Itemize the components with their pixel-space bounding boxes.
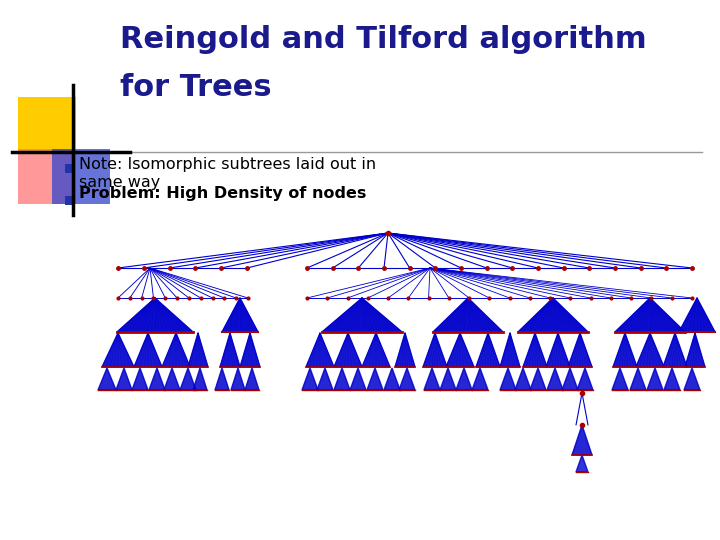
- Polygon shape: [433, 298, 503, 332]
- Polygon shape: [647, 368, 663, 390]
- Polygon shape: [334, 333, 362, 367]
- Polygon shape: [572, 425, 592, 455]
- Polygon shape: [149, 368, 165, 390]
- Polygon shape: [530, 368, 546, 390]
- Polygon shape: [367, 368, 383, 390]
- Text: for Trees: for Trees: [120, 73, 271, 102]
- Bar: [18, 149, 76, 204]
- Polygon shape: [613, 333, 637, 367]
- Polygon shape: [547, 368, 563, 390]
- Text: Note: Isomorphic subtrees laid out in: Note: Isomorphic subtrees laid out in: [79, 157, 376, 172]
- Polygon shape: [220, 333, 240, 367]
- Polygon shape: [240, 333, 260, 367]
- Polygon shape: [636, 333, 664, 367]
- Polygon shape: [456, 368, 472, 390]
- Polygon shape: [500, 368, 516, 390]
- Text: Reingold and Tilford algorithm: Reingold and Tilford algorithm: [120, 25, 647, 54]
- Polygon shape: [317, 368, 333, 390]
- Polygon shape: [116, 368, 132, 390]
- Polygon shape: [350, 368, 366, 390]
- Polygon shape: [630, 368, 646, 390]
- Polygon shape: [222, 298, 258, 332]
- Polygon shape: [476, 333, 500, 367]
- Polygon shape: [162, 333, 190, 367]
- Polygon shape: [362, 333, 390, 367]
- Bar: [18, 97, 76, 152]
- Polygon shape: [215, 368, 229, 390]
- Polygon shape: [98, 368, 116, 390]
- Polygon shape: [231, 368, 245, 390]
- Polygon shape: [472, 368, 488, 390]
- Polygon shape: [518, 298, 588, 332]
- Polygon shape: [576, 455, 588, 472]
- Polygon shape: [446, 333, 474, 367]
- Polygon shape: [164, 368, 180, 390]
- Polygon shape: [515, 368, 531, 390]
- Polygon shape: [180, 368, 196, 390]
- Polygon shape: [568, 333, 592, 367]
- Polygon shape: [384, 368, 400, 390]
- Polygon shape: [500, 333, 520, 367]
- Polygon shape: [132, 368, 148, 390]
- Bar: [52, 149, 110, 204]
- Polygon shape: [663, 333, 687, 367]
- Bar: [65, 164, 74, 173]
- Polygon shape: [523, 333, 547, 367]
- Polygon shape: [322, 298, 402, 332]
- Polygon shape: [685, 333, 705, 367]
- Text: Problem: High Density of nodes: Problem: High Density of nodes: [79, 186, 366, 201]
- Polygon shape: [577, 368, 593, 390]
- Polygon shape: [193, 368, 207, 390]
- Polygon shape: [188, 333, 208, 367]
- Polygon shape: [562, 368, 578, 390]
- Polygon shape: [679, 298, 715, 332]
- Polygon shape: [245, 368, 259, 390]
- Polygon shape: [117, 298, 193, 332]
- Polygon shape: [424, 368, 440, 390]
- Polygon shape: [440, 368, 456, 390]
- Bar: [65, 196, 74, 205]
- Polygon shape: [134, 333, 162, 367]
- Polygon shape: [395, 333, 415, 367]
- Polygon shape: [546, 333, 570, 367]
- Polygon shape: [615, 298, 685, 332]
- Polygon shape: [306, 333, 334, 367]
- Text: same way: same way: [79, 176, 161, 191]
- Polygon shape: [684, 368, 700, 390]
- Polygon shape: [302, 368, 318, 390]
- Polygon shape: [399, 368, 415, 390]
- Polygon shape: [102, 333, 134, 367]
- Polygon shape: [423, 333, 447, 367]
- Polygon shape: [664, 368, 680, 390]
- Polygon shape: [612, 368, 628, 390]
- Polygon shape: [334, 368, 350, 390]
